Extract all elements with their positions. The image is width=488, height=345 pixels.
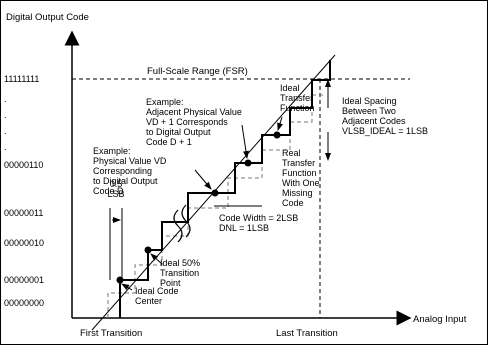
axes	[64, 30, 412, 326]
y-axis-title: Digital Output Code	[6, 12, 89, 23]
real-tf-label: Function	[282, 168, 317, 178]
spacing-label: VLSB_IDEAL = 1LSB	[342, 126, 428, 136]
pointer	[150, 253, 163, 265]
dot	[211, 189, 219, 197]
break-mark	[173, 204, 191, 243]
y-code-label: 11111111	[4, 74, 39, 84]
example-label: Code D	[93, 186, 124, 196]
y-code-label: 00000110	[4, 160, 43, 170]
real-tf-label: Transfer	[282, 158, 315, 168]
code-width-label: Code Width = 2LSB	[219, 213, 298, 223]
half-lsb-label: LSB	[107, 189, 124, 199]
code-center-label: Center	[135, 296, 162, 306]
ideal-tf-label: Function	[280, 103, 315, 113]
example-label: Physical Value VD	[93, 156, 167, 166]
fsr-label: Full-Scale Range (FSR)	[147, 66, 248, 77]
dot	[244, 159, 252, 167]
ideal-tf-label: Transfer	[280, 93, 313, 103]
dot	[273, 131, 281, 139]
example-label: Corresponding	[93, 166, 152, 176]
example-label: to Digital Output	[93, 176, 158, 186]
transition-label: Transition	[160, 268, 199, 278]
example-label: Code D + 1	[146, 137, 192, 147]
spacing-label: Adjacent Codes	[342, 116, 406, 126]
y-code-label: 00000011	[4, 208, 43, 218]
first-transition-label: First Transition	[80, 328, 142, 339]
pointer	[121, 283, 133, 291]
ideal-staircase	[107, 94, 325, 318]
pointer	[194, 169, 212, 190]
ideal-tf-label: Ideal	[280, 83, 300, 93]
real-tf-label: Missing	[282, 188, 313, 198]
pointer	[241, 124, 249, 159]
y-code-label: 00000001	[4, 275, 44, 285]
example-label: VD + 1 Corresponds	[146, 117, 228, 127]
pointers	[109, 79, 331, 291]
y-code-label: .	[4, 126, 7, 136]
code-width-label: DNL = 1LSB	[219, 223, 269, 233]
last-transition-label: Last Transition	[276, 328, 338, 339]
y-code-label: 00000000	[4, 298, 44, 308]
real-tf-label: Code	[282, 198, 304, 208]
y-code-label: .	[4, 94, 7, 104]
example-label: to Digital Output	[146, 127, 211, 137]
y-code-label: 00000010	[4, 238, 44, 248]
half-lsb-label: 0.5	[110, 179, 123, 189]
spacing-label: Between Two	[342, 106, 396, 116]
transition-label: Ideal 50%	[160, 258, 200, 268]
pointer	[277, 116, 283, 131]
code-center-label: Ideal Code	[135, 286, 179, 296]
example-label: Example:	[146, 97, 184, 107]
points	[116, 131, 281, 284]
real-tf-label: With One	[282, 178, 320, 188]
real-tf-label: Real	[282, 148, 301, 158]
spacing-label: Ideal Spacing	[342, 96, 397, 106]
transition-label: Point	[160, 278, 181, 288]
y-code-label: .	[4, 142, 7, 152]
dot	[144, 246, 152, 254]
y-code-label: .	[4, 110, 7, 120]
x-axis-title: Analog Input	[413, 314, 467, 325]
example-label: Adjacent Physical Value	[146, 107, 242, 117]
example-label: Example:	[93, 146, 131, 156]
